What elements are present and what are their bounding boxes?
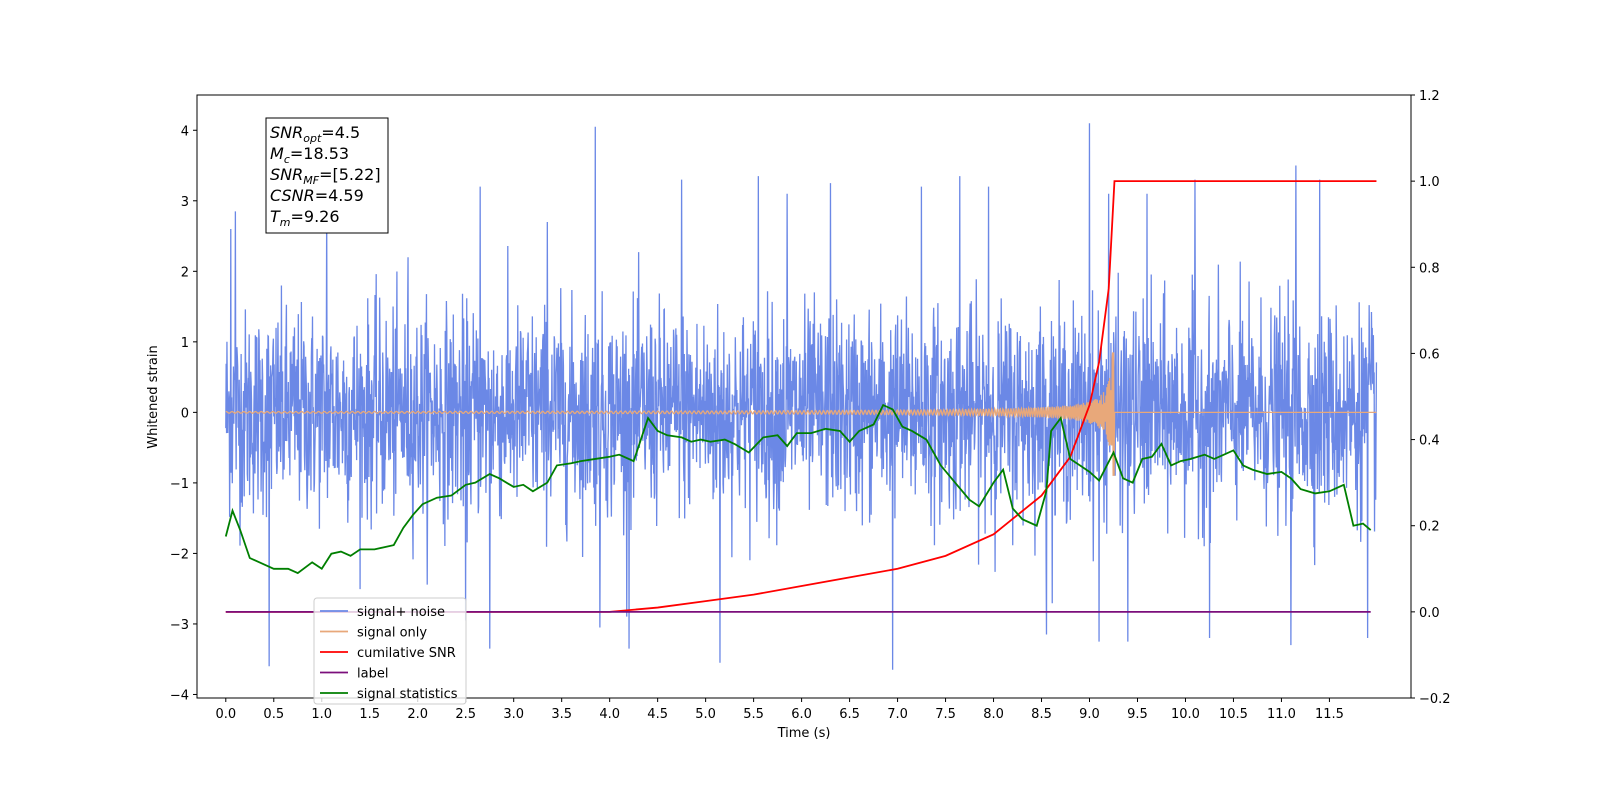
y2-tick-label: 1.0 <box>1419 175 1440 190</box>
annotation-symbol: T <box>270 207 281 226</box>
series-cumilative-snr-line <box>225 180 1377 613</box>
y-axis-label: Whitened strain <box>146 345 161 448</box>
annotation-symbol: CSNR <box>270 186 315 205</box>
annotation-value: =[5.22] <box>319 165 381 184</box>
annotation-line: Mc=18.53 <box>270 144 349 166</box>
x-tick-label: 3.5 <box>551 707 572 722</box>
x-tick-label: 4.5 <box>647 707 668 722</box>
x-tick-label: 9.0 <box>1079 707 1100 722</box>
x-tick-label: 8.5 <box>1031 707 1052 722</box>
plot-frame <box>196 94 1412 699</box>
y-axis: −4 −3 −2 −1 0 1 2 3 4 <box>170 124 197 703</box>
annotation-line: SNRMF=[5.22] <box>270 165 381 187</box>
x-tick-label: 9.5 <box>1127 707 1148 722</box>
x-tick-label: 11.5 <box>1315 707 1344 722</box>
legend: signal+ noise signal only cumilative SNR la… <box>313 597 467 705</box>
y2-tick-label: 0.2 <box>1419 520 1440 535</box>
y2-tick-label: 0.4 <box>1419 434 1440 449</box>
annotation-symbol: SNR <box>270 123 303 142</box>
annotation-value: =4.59 <box>315 186 364 205</box>
y2-tick-label: 1.2 <box>1419 89 1440 104</box>
x-tick-label: 3.0 <box>503 707 524 722</box>
y-tick-label: 1 <box>181 336 189 351</box>
y2-tick-label: 0.6 <box>1419 347 1440 362</box>
x-tick-label: 2.0 <box>407 707 428 722</box>
annotation-value: =9.26 <box>291 207 340 226</box>
x-tick-label: 5.0 <box>695 707 716 722</box>
annotation-symbol: M <box>270 144 284 163</box>
y2-tick-label: −0.2 <box>1419 692 1451 707</box>
x-tick-label: 0.5 <box>263 707 284 722</box>
x-tick-label: 8.0 <box>983 707 1004 722</box>
x-tick-label: 7.0 <box>887 707 908 722</box>
annotation-frame <box>265 117 389 234</box>
x-tick-label: 5.5 <box>743 707 764 722</box>
y-tick-label: −2 <box>170 547 189 562</box>
legend-frame <box>313 597 467 705</box>
annotation-subscript: MF <box>303 174 319 187</box>
annotation-subscript: opt <box>303 132 322 145</box>
y-tick-label: 0 <box>181 406 189 421</box>
x-tick-label: 1.0 <box>311 707 332 722</box>
legend-label: signal statistics <box>357 687 458 702</box>
annotation-subscript: m <box>280 216 291 229</box>
x-tick-label: 10.0 <box>1171 707 1200 722</box>
y-tick-label: −1 <box>170 477 189 492</box>
annotation-value: =4.5 <box>321 123 360 142</box>
annotation-subscript: c <box>284 153 290 166</box>
x-tick-label: 2.5 <box>455 707 476 722</box>
y2-tick-label: 0.8 <box>1419 261 1440 276</box>
legend-label: signal+ noise <box>357 605 445 620</box>
series-layer <box>224 123 1378 670</box>
y-tick-label: 3 <box>181 195 189 210</box>
legend-label: signal only <box>357 626 427 641</box>
x-tick-label: 7.5 <box>935 707 956 722</box>
x-tick-label: 1.5 <box>359 707 380 722</box>
annotation-symbol: SNR <box>270 165 303 184</box>
x-tick-label: 4.0 <box>599 707 620 722</box>
x-tick-label: 11.0 <box>1267 707 1296 722</box>
y2-axis: −0.2 0.0 0.2 0.4 0.6 0.8 1.0 1.2 <box>1411 89 1451 707</box>
x-axis-label: Time (s) <box>777 726 831 741</box>
y-tick-label: −3 <box>170 618 189 633</box>
y-tick-label: 4 <box>181 124 189 139</box>
annotation-line: Tm=9.26 <box>270 207 340 229</box>
y2-tick-label: 0.0 <box>1419 606 1440 621</box>
series-signal-plus-noise-line <box>225 123 1378 670</box>
parameter-annotation-box: SNRopt=4.5Mc=18.53SNRMF=[5.22]CSNR=4.59T… <box>265 117 389 234</box>
annotation-value: =18.53 <box>290 144 349 163</box>
series-signal-statistics-line <box>224 403 1372 575</box>
x-axis: 0.0 0.5 1.0 1.5 2.0 2.5 3.0 3.5 4.0 4.5 5.0 5.5 6.0 6… <box>215 698 1344 722</box>
annotation-line: CSNR=4.59 <box>270 186 364 205</box>
y-tick-label: 2 <box>181 265 189 280</box>
y-tick-label: −4 <box>170 688 189 703</box>
legend-label: cumilative SNR <box>357 646 456 661</box>
x-tick-label: 10.5 <box>1219 707 1248 722</box>
series-signal-only-line <box>225 352 1377 476</box>
annotation-line: SNRopt=4.5 <box>270 123 360 145</box>
x-tick-label: 6.0 <box>791 707 812 722</box>
x-tick-label: 0.0 <box>215 707 236 722</box>
legend-label: label <box>357 667 388 682</box>
x-tick-label: 6.5 <box>839 707 860 722</box>
